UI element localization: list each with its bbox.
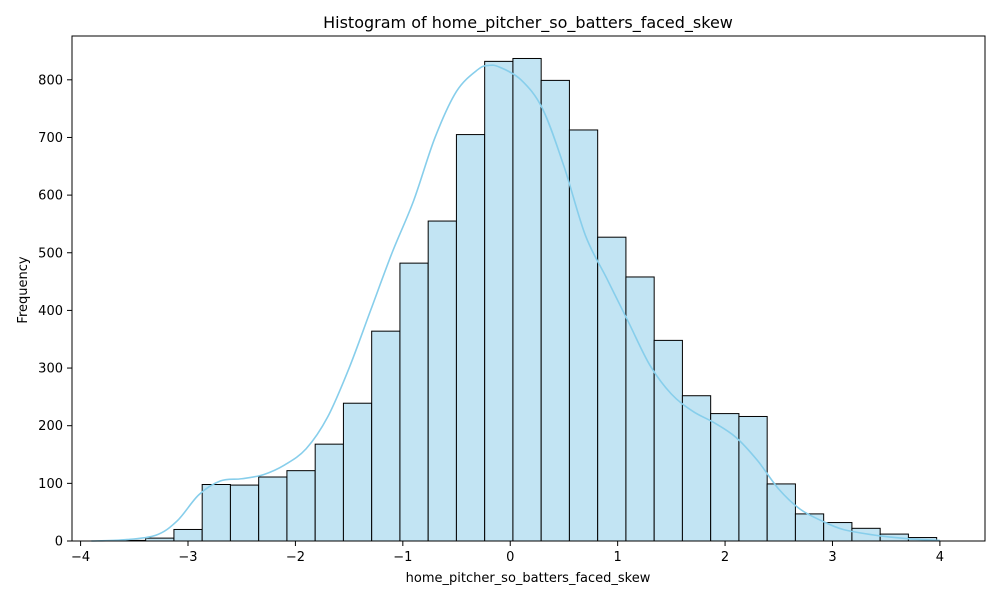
histogram-bar [229,484,260,542]
histogram-bar [399,262,429,542]
y-tick-label: 600 [38,189,63,204]
histogram-bar [710,413,740,542]
x-tick-label: −2 [286,550,305,565]
x-tick-label: −4 [71,550,90,565]
histogram-bar [484,60,514,542]
histogram-bar [201,484,231,542]
y-tick-label: 100 [38,477,63,492]
y-tick-label: 200 [38,419,63,434]
histogram-bar [258,476,288,542]
y-tick-label: 500 [38,246,63,261]
x-tick-label: 4 [936,550,944,565]
y-tick-label: 800 [38,73,63,88]
plot-frame [71,35,986,542]
kde-line [91,64,940,542]
histogram-bar [314,443,344,542]
histogram-bar [568,129,599,542]
x-axis-label: home_pitcher_so_batters_faced_skew [406,571,651,586]
histogram-bar [286,470,316,542]
histogram-bar [794,513,825,542]
histogram-bar [823,522,853,542]
y-tick-label: 400 [38,304,63,319]
x-tick-label: 1 [614,550,622,565]
histogram-bar [173,528,203,542]
histogram-bar [342,402,373,542]
y-tick-label: 0 [55,535,63,550]
histogram-bar [371,330,401,542]
histogram-bar [597,236,627,542]
x-axis-ticks: −4 −3 −2 −1 0 1 2 3 4 [71,541,944,565]
histogram-bar [625,276,655,542]
histogram-bar [427,220,457,542]
y-axis-label: Frequency [16,256,31,323]
x-tick-label: 3 [828,550,836,565]
histogram-bar [455,134,486,542]
histogram-bar [512,57,542,542]
x-tick-label: −1 [393,550,412,565]
chart-title: Histogram of home_pitcher_so_batters_fac… [323,13,733,33]
histogram-bar [738,415,768,542]
x-tick-label: 2 [721,550,729,565]
x-tick-label: −3 [178,550,197,565]
histogram-bar [653,339,683,542]
histogram-bar [681,395,712,542]
histogram-bar [766,483,796,542]
y-axis-ticks: 0 100 200 300 400 500 600 700 800 [38,73,72,550]
x-tick-label: 0 [506,550,514,565]
histogram-bars [116,57,938,542]
y-tick-label: 300 [38,362,63,377]
y-tick-label: 700 [38,131,63,146]
histogram-bar [540,79,570,542]
